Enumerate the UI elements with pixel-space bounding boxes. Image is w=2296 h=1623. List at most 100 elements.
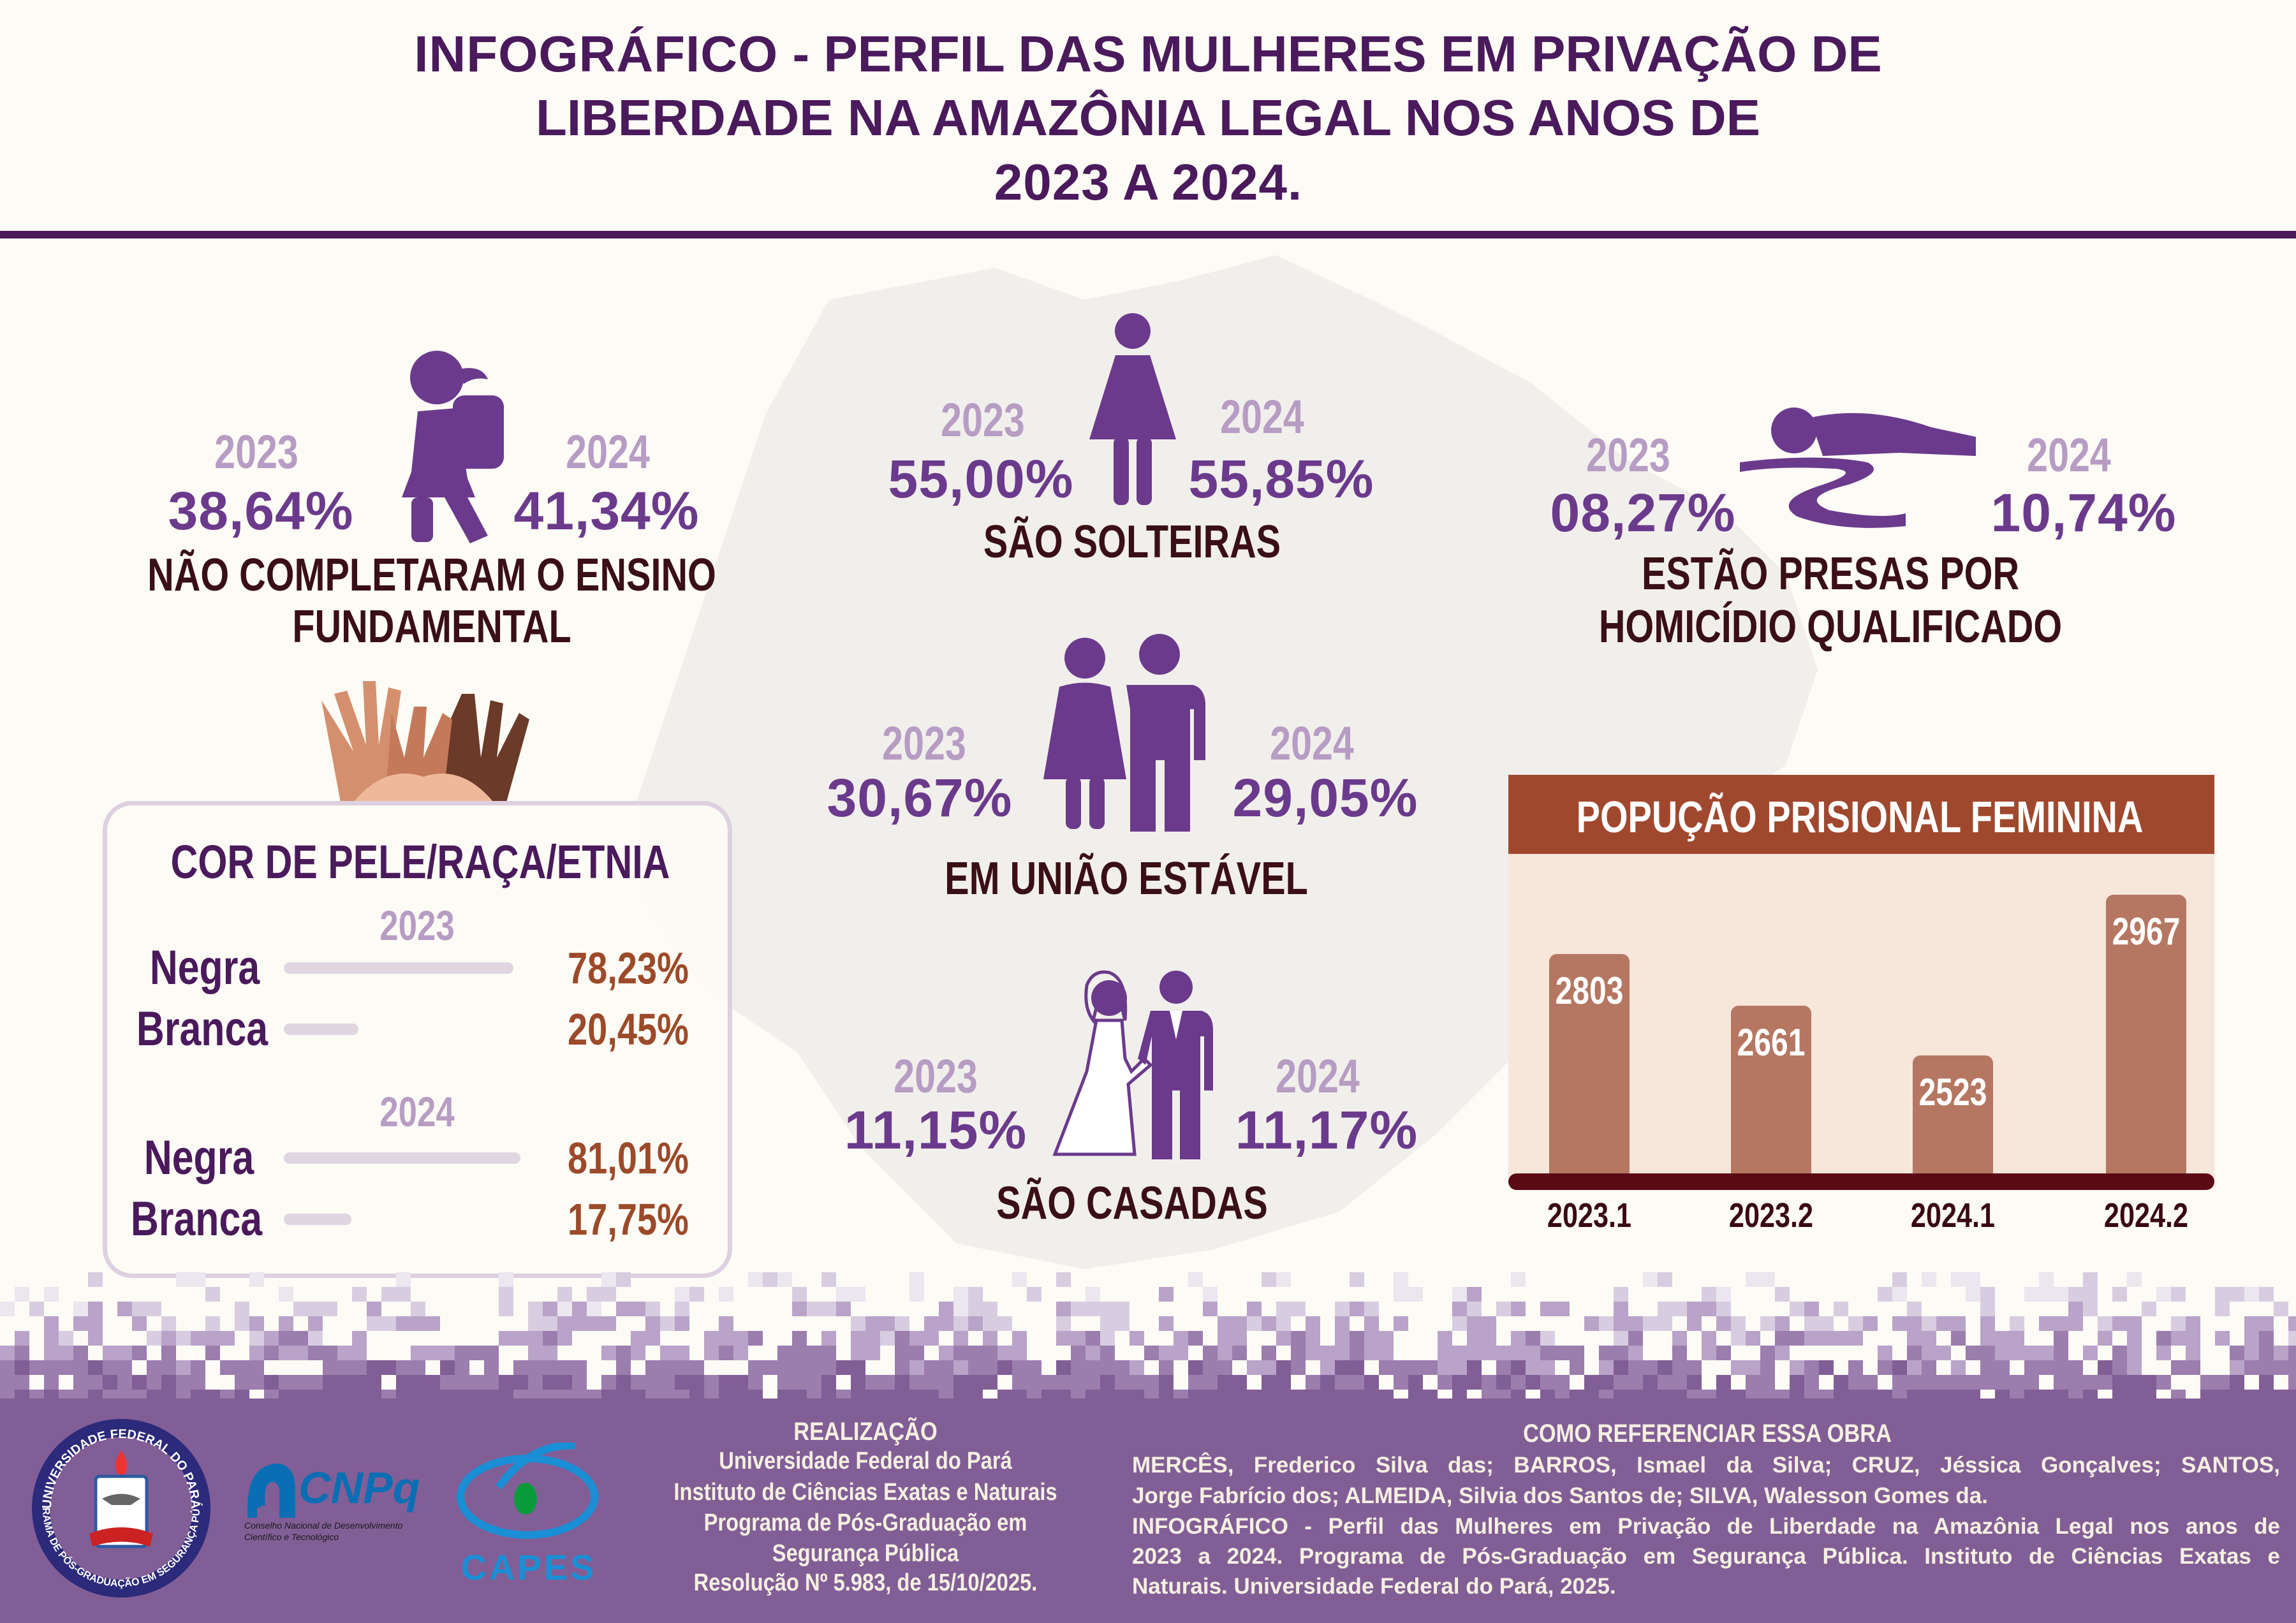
pixel-cell — [953, 1331, 968, 1346]
pixel-cell — [88, 1272, 103, 1287]
year-2023-label: 2023 — [1586, 429, 1670, 481]
pixel-cell — [1658, 1302, 1672, 1316]
pixel-cell — [1056, 1375, 1071, 1390]
realization-line: Segurança Pública — [772, 1540, 959, 1567]
pixel-cell — [1980, 1287, 1995, 1302]
pixel-cell — [1188, 1390, 1203, 1400]
pixel-cell — [484, 1346, 499, 1360]
pixel-cell — [1188, 1360, 1203, 1375]
caption: EM UNIÃO ESTÁVEL — [945, 853, 1308, 904]
pixel-cell — [1980, 1316, 1995, 1331]
pixel-cell — [1731, 1390, 1746, 1400]
pixel-cell — [1760, 1272, 1775, 1287]
footer — [0, 1399, 2296, 1623]
pixel-cell — [557, 1316, 572, 1331]
pixel-cell — [865, 1346, 880, 1360]
pixel-cell — [1658, 1390, 1672, 1400]
cnpq-logo: CNPq Conselho Nacional de Desenvolviment… — [244, 1463, 420, 1542]
pixel-cell — [748, 1390, 763, 1400]
pixel-cell — [1100, 1346, 1115, 1360]
race-label: Branca — [130, 1192, 263, 1246]
pixel-cell — [528, 1302, 543, 1316]
pixel-cell — [2112, 1360, 2127, 1375]
pixel-cell — [2054, 1346, 2068, 1360]
pixel-cell — [909, 1346, 924, 1360]
pixel-cell — [147, 1360, 161, 1375]
pixel-cell — [1408, 1375, 1423, 1390]
pixel-cell — [1922, 1360, 1936, 1375]
pixel-cell — [88, 1390, 103, 1400]
pixel-cell — [1203, 1302, 1218, 1316]
pixel-cell — [983, 1331, 997, 1346]
pixel-cell — [2127, 1375, 2142, 1390]
pixel-cell — [880, 1375, 895, 1390]
pixel-cell — [1980, 1360, 1995, 1375]
pixel-cell — [1394, 1287, 1408, 1302]
pixel-cell — [396, 1316, 411, 1331]
pixel-cell — [719, 1375, 733, 1390]
pixel-cell — [1731, 1331, 1746, 1346]
value-2023: 30,67% — [827, 768, 1013, 828]
pixel-cell — [1452, 1375, 1467, 1390]
pixel-cell — [733, 1346, 748, 1360]
pixel-cell — [1482, 1346, 1496, 1360]
pixel-cell — [2259, 1360, 2274, 1375]
pixel-cell — [807, 1390, 821, 1400]
pixel-cell — [2244, 1331, 2259, 1346]
pixel-cell — [2259, 1375, 2274, 1390]
pixel-cell — [1438, 1331, 1452, 1346]
pixel-cell — [2127, 1331, 2142, 1346]
pixel-cell — [205, 1346, 220, 1360]
pixel-cell — [719, 1346, 733, 1360]
pixel-cell — [117, 1346, 132, 1360]
pixel-cell — [1628, 1346, 1643, 1360]
pixel-cell — [997, 1360, 1012, 1375]
pixel-cell — [1775, 1346, 1790, 1360]
pixel-cell — [909, 1287, 924, 1302]
pixel-cell — [1966, 1272, 1980, 1287]
pixel-cell — [0, 1390, 15, 1400]
pixel-cell — [249, 1346, 264, 1360]
cnpq-wordmark: CNPq — [298, 1463, 420, 1513]
pixel-cell — [337, 1346, 352, 1360]
ufpa-ppgsp-logo: UNIVERSIDADE FEDERAL DO PARÁ PROGRAMA DE… — [29, 1416, 210, 1597]
pixel-cell — [1203, 1346, 1218, 1360]
chart-header — [1508, 775, 2214, 854]
pixel-cell — [616, 1346, 631, 1360]
pixel-cell — [0, 1360, 15, 1375]
chart-category-label: 2023.1 — [1547, 1196, 1632, 1235]
pixel-cell — [645, 1316, 660, 1331]
race-value: 81,01% — [568, 1133, 689, 1183]
pixel-cell — [543, 1360, 557, 1375]
pixel-cell — [1980, 1331, 1995, 1346]
pixel-cell — [2024, 1346, 2039, 1360]
pixel-cell — [1599, 1390, 1614, 1400]
pixel-cell — [88, 1375, 103, 1390]
pixel-cell — [381, 1316, 396, 1331]
pixel-cell — [2288, 1360, 2296, 1375]
pixel-cell — [528, 1316, 543, 1331]
race-panel — [103, 801, 732, 1278]
pixel-cell — [2098, 1316, 2112, 1331]
pixel-cell — [44, 1287, 59, 1302]
reference-line: Naturais. Universidade Federal do Pará, … — [1132, 1574, 1616, 1599]
pixel-cell — [499, 1287, 513, 1302]
pixel-cell — [2244, 1316, 2259, 1331]
pixel-cell — [1540, 1375, 1555, 1390]
pixel-cell — [1848, 1375, 1863, 1390]
title-text: - PERFIL DAS MULHERES EM PRIVAÇÃO DE — [778, 26, 1882, 82]
pixel-cell — [1100, 1390, 1115, 1400]
pixel-cell — [1892, 1316, 1907, 1331]
reference-line: Jorge Fabrício dos; ALMEIDA, Silvia dos … — [1132, 1483, 1988, 1508]
pixel-cell — [807, 1375, 821, 1390]
pixel-cell — [2039, 1316, 2054, 1331]
pixel-cell — [1262, 1360, 1276, 1375]
pixel-cell — [1614, 1302, 1628, 1316]
pixel-cell — [1658, 1375, 1672, 1390]
pixel-cell — [2068, 1316, 2083, 1331]
pixel-cell — [1878, 1390, 1892, 1400]
pixel-cell — [73, 1375, 88, 1390]
pixel-cell — [2054, 1360, 2068, 1375]
year-2024-label: 2024 — [1220, 390, 1304, 443]
chart-data-label: 2803 — [1555, 969, 1624, 1013]
